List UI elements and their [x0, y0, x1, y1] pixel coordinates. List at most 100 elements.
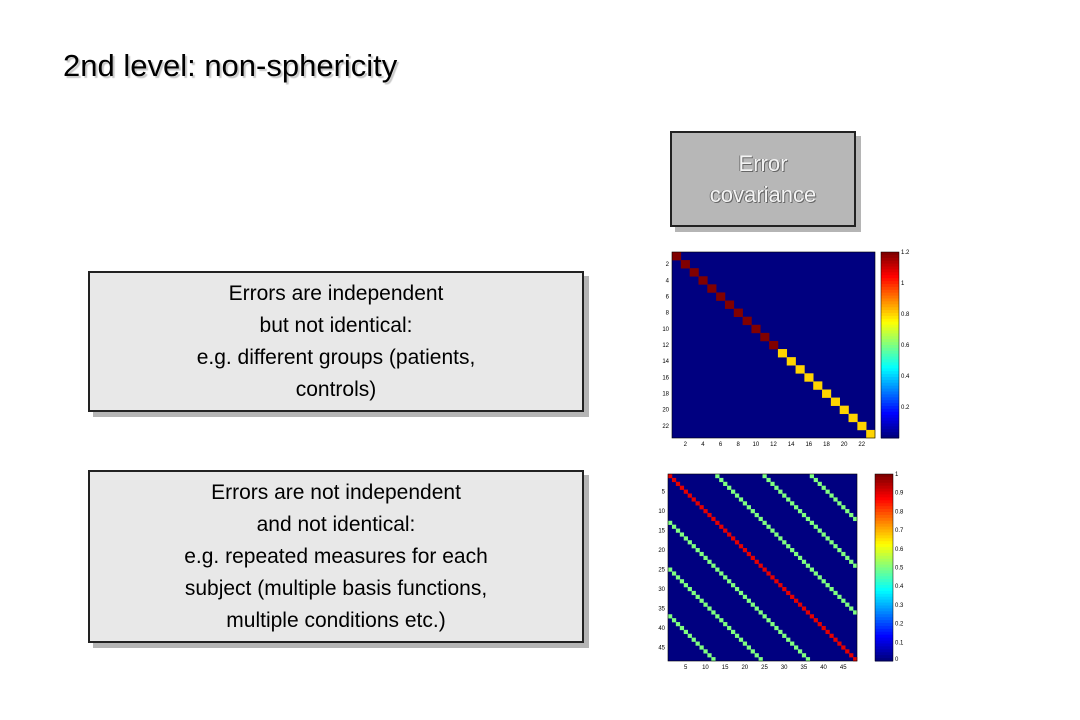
y-tick-label: 14 — [662, 359, 669, 365]
heatmap-cell — [683, 536, 688, 541]
heatmap-cell — [668, 520, 673, 525]
colorbar-segment — [881, 278, 899, 282]
colorbar-segment — [875, 482, 893, 487]
x-tick-label: 40 — [820, 665, 827, 671]
colorbar-segment — [875, 488, 893, 493]
x-tick-label: 14 — [788, 442, 795, 448]
heatmap-cell — [727, 532, 732, 537]
heatmap-cell — [723, 622, 728, 627]
colorbar-segment — [875, 497, 893, 501]
colorbar-tick-label: 0.2 — [895, 622, 904, 628]
heatmap-cell — [845, 649, 850, 654]
colorbar-tick-label: 0.8 — [895, 509, 904, 515]
heatmap-cell — [723, 528, 728, 533]
independent-errors-box: Errors are independent but not identical… — [88, 271, 584, 412]
colorbar-segment — [875, 511, 893, 516]
colorbar-segment — [875, 567, 893, 571]
colorbar-segment — [881, 423, 899, 427]
colorbar-segment — [875, 608, 893, 612]
colorbar-segment — [875, 494, 893, 498]
y-tick-label: 18 — [662, 392, 669, 398]
heatmap-cell — [762, 567, 767, 572]
heatmap-cell — [797, 509, 803, 514]
heatmap-cell — [715, 474, 720, 479]
colorbar-segment — [875, 485, 893, 490]
colorbar-segment — [881, 252, 899, 256]
heatmap-cell — [742, 316, 752, 326]
box-line: and not identical: — [256, 512, 416, 536]
heatmap-cell — [813, 571, 818, 576]
colorbar-segment — [875, 637, 893, 642]
heatmap-cell — [689, 268, 699, 277]
heatmap-cell — [841, 505, 846, 510]
x-tick-label: 20 — [741, 665, 748, 671]
colorbar-segment — [875, 587, 893, 592]
colorbar-segment — [875, 649, 893, 653]
heatmap-cell — [762, 474, 767, 479]
heatmap-cell — [813, 381, 823, 390]
x-tick-label: 4 — [701, 442, 705, 448]
heatmap-cell — [727, 625, 732, 631]
x-tick-label: 6 — [719, 442, 723, 448]
colorbar-segment — [881, 330, 899, 334]
colorbar-tick-label: 0.8 — [901, 312, 910, 318]
box-line: multiple conditions etc.) — [226, 608, 446, 632]
colorbar-tick-label: 0.1 — [895, 640, 904, 646]
colorbar-segment — [875, 605, 893, 609]
heatmap-cell — [801, 559, 807, 564]
colorbar-segment — [875, 558, 893, 563]
colorbar-segment — [875, 552, 893, 557]
colorbar-segment — [875, 620, 893, 624]
heatmap-cell — [672, 252, 682, 261]
heatmap-cell — [758, 610, 763, 615]
heatmap-cell — [821, 625, 826, 631]
colorbar-frame — [880, 251, 900, 439]
colorbar-tick-label: 0.9 — [895, 491, 904, 497]
heatmap-cell — [695, 548, 700, 553]
heatmap-cell — [809, 520, 814, 525]
colorbar-segment — [881, 263, 899, 268]
colorbar-segment — [881, 257, 899, 262]
colorbar-segment — [881, 371, 899, 375]
colorbar-segment — [881, 301, 899, 305]
colorbar-segment — [875, 611, 893, 615]
heatmap-cell — [758, 657, 763, 662]
colorbar-segment — [875, 526, 893, 531]
heatmap-cell — [746, 551, 751, 557]
heatmap-cell — [794, 551, 799, 557]
heatmap-cell — [691, 544, 696, 549]
heatmap-cell — [797, 649, 803, 654]
heatmap-cell — [841, 551, 846, 557]
heatmap-cell — [691, 637, 696, 642]
colorbar-segment — [881, 356, 899, 361]
colorbar-segment — [875, 476, 893, 481]
x-tick-label: 18 — [823, 442, 830, 448]
heatmap-cell — [774, 532, 779, 537]
y-tick-label: 22 — [662, 424, 669, 430]
colorbar-segment — [875, 652, 893, 656]
heatmap-cell — [687, 586, 692, 592]
heatmap-cell — [845, 555, 850, 561]
colorbar-segment — [881, 281, 899, 285]
heatmap-cell — [703, 555, 708, 561]
heatmap-cell — [833, 637, 838, 642]
heatmap-cell — [801, 606, 807, 611]
heatmap-cell — [699, 645, 704, 650]
y-tick-label: 15 — [658, 528, 665, 534]
colorbar-segment — [881, 286, 899, 291]
x-tick-label: 20 — [841, 442, 848, 448]
colorbar-tick-label: 0.2 — [901, 405, 910, 411]
heatmap-cell — [742, 641, 748, 646]
heatmap-cell — [711, 516, 716, 522]
colorbar-segment — [875, 509, 893, 513]
heatmap-cell — [738, 544, 744, 549]
heatmap-cell — [679, 579, 685, 584]
y-tick-label: 45 — [658, 645, 665, 651]
colorbar-segment — [881, 379, 899, 384]
colorbar-segment — [881, 324, 899, 329]
heatmap-cell — [687, 493, 692, 498]
colorbar-segment — [875, 500, 893, 504]
colorbar-segment — [875, 582, 893, 586]
heatmap-cell — [671, 524, 677, 529]
heatmap-cell — [845, 602, 850, 607]
